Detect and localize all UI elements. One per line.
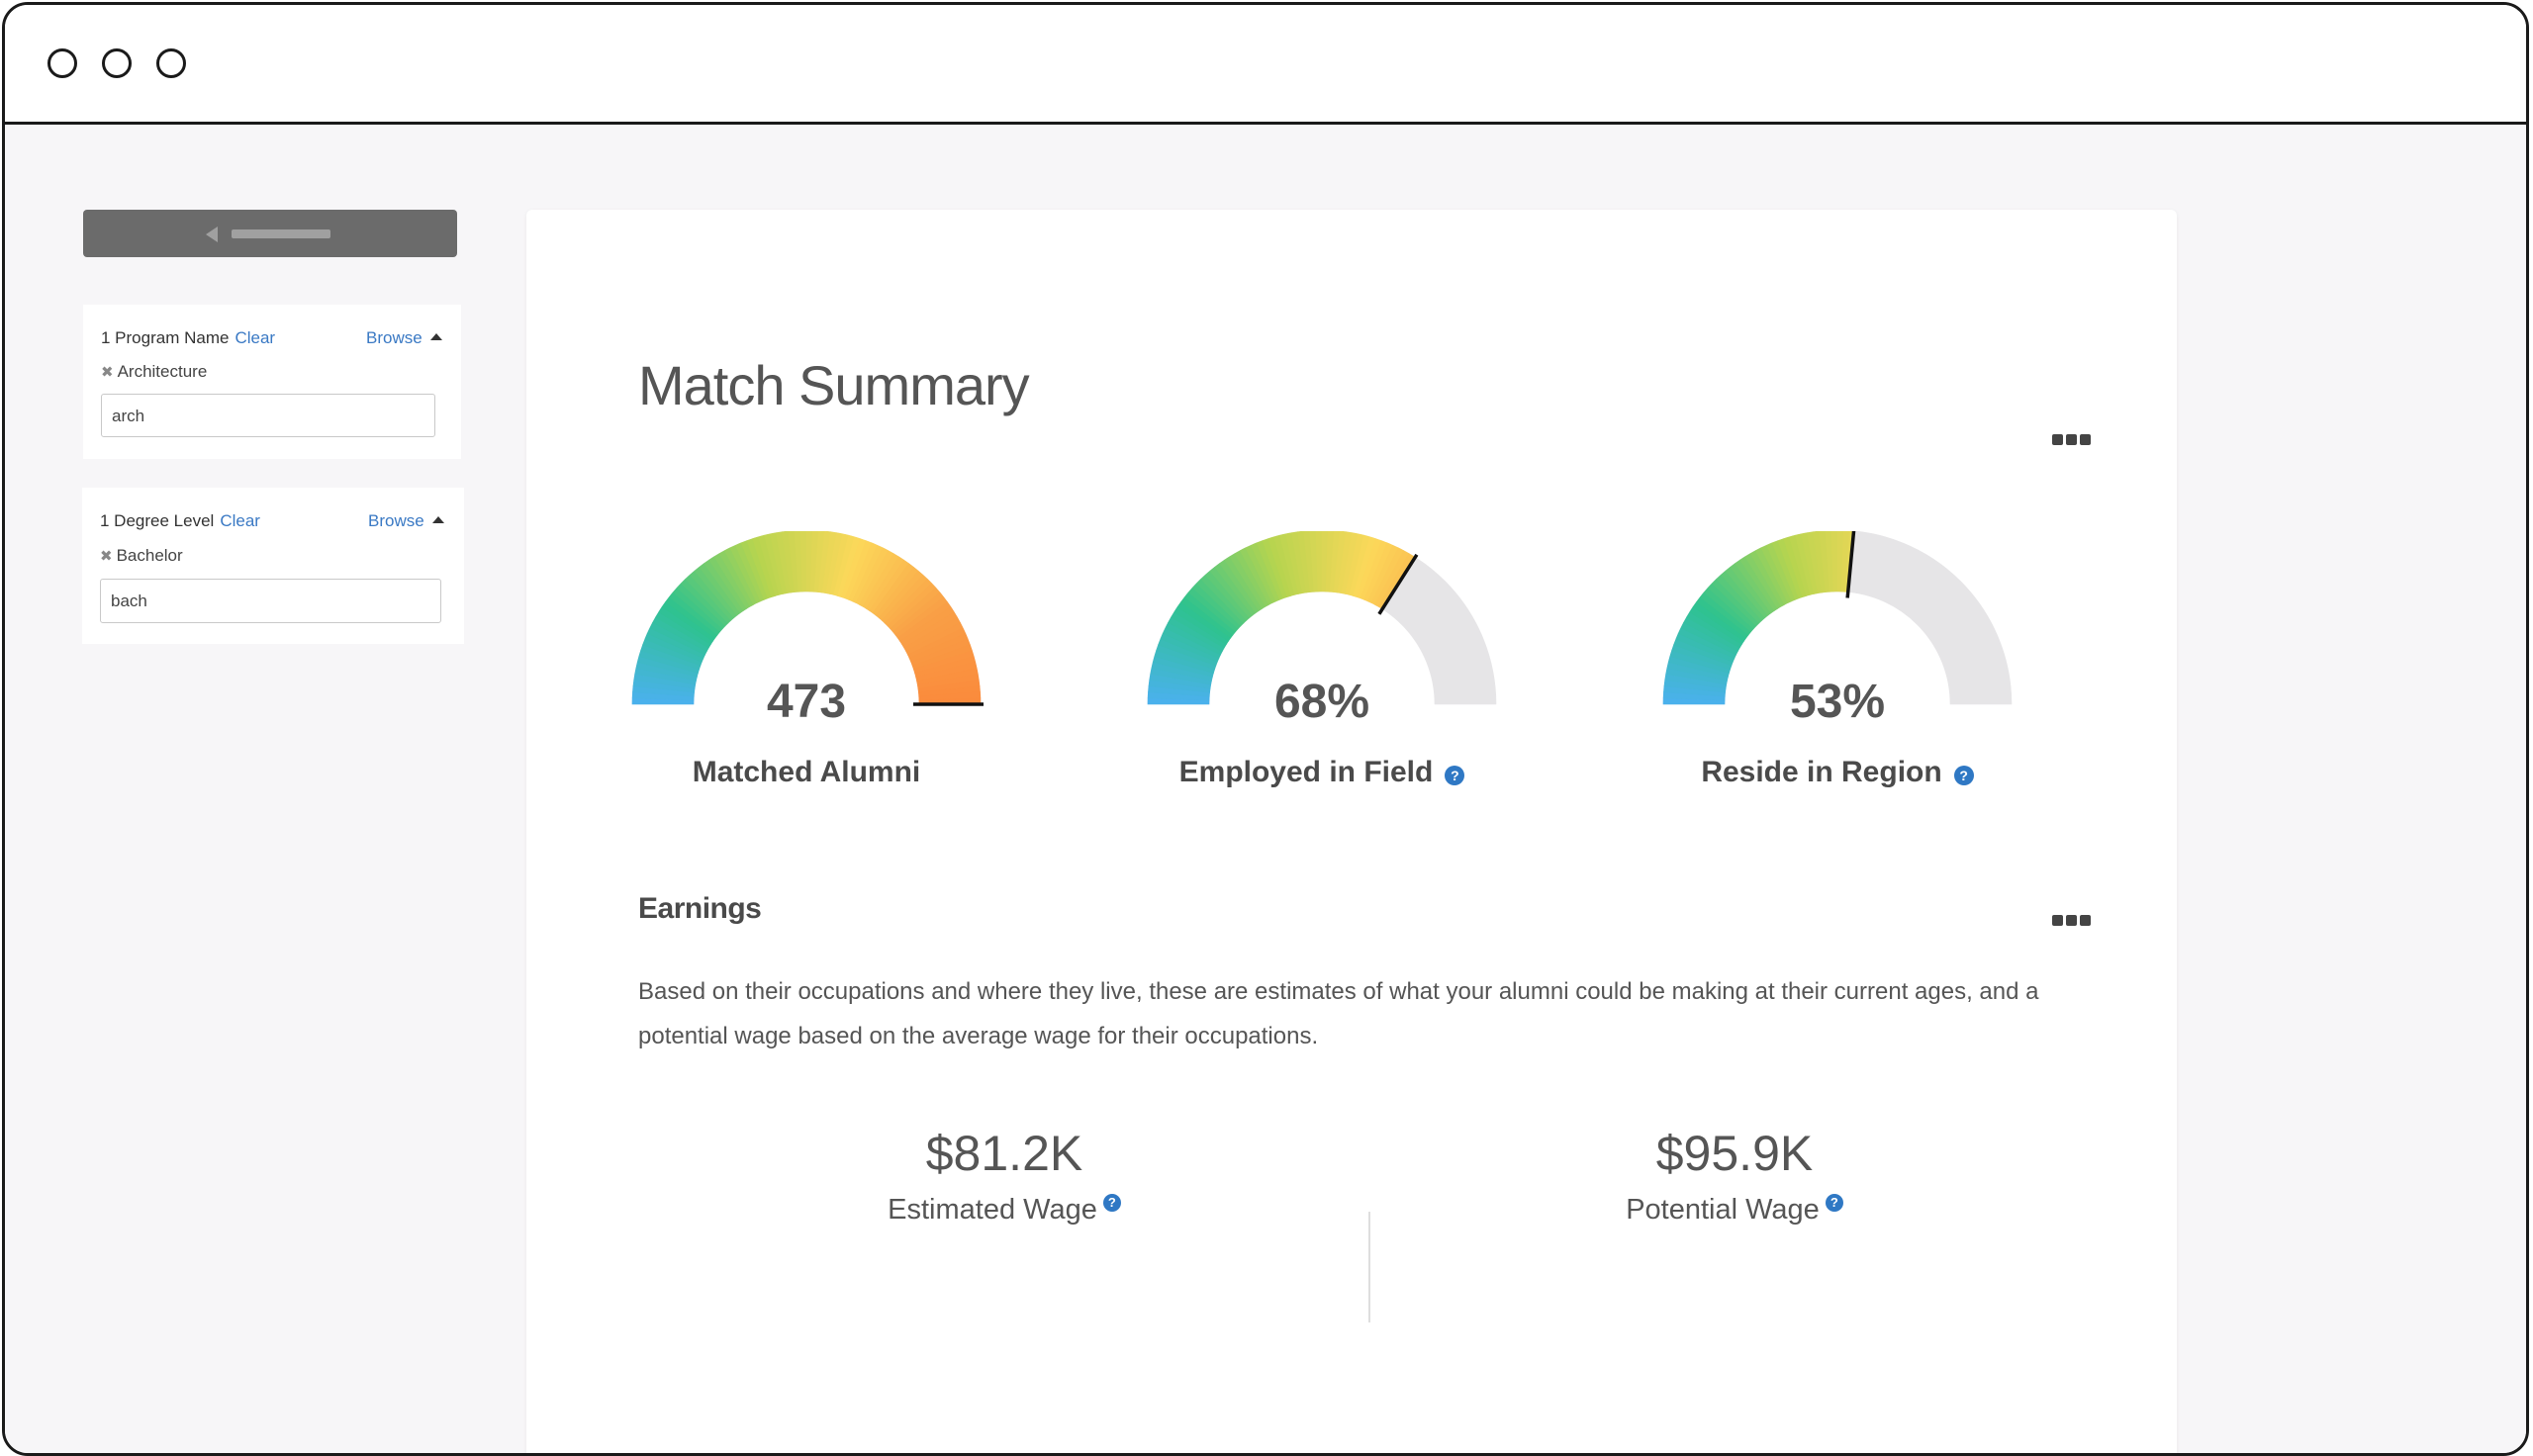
gauge-marker [1377, 553, 1419, 615]
estimated-wage-amount: $81.2K [925, 1126, 1083, 1181]
gauge-label: Employed in Field? [1094, 756, 1549, 789]
remove-icon[interactable]: ✖ [101, 364, 114, 381]
browse-label: Browse [368, 511, 424, 530]
estimated-wage-label-text: Estimated Wage [888, 1194, 1097, 1226]
gauge-label: Matched Alumni [579, 756, 1034, 789]
gauge-value: 53% [1789, 676, 1886, 728]
gauge-value: 68% [1273, 676, 1370, 728]
gauge-reside-in-region: 53% Reside in Region? [1649, 531, 2025, 788]
potential-wage-label-text: Potential Wage [1626, 1194, 1820, 1226]
potential-wage: $95.9K Potential Wage? [1537, 1125, 1932, 1227]
gauge-matched-alumni: 473 Matched Alumni [618, 531, 994, 788]
caret-up-icon [431, 516, 444, 523]
gauge-value: 473 [766, 676, 847, 728]
gauge-arc [1662, 531, 2013, 705]
potential-wage-amount: $95.9K [1655, 1126, 1814, 1181]
page-title: Match Summary [638, 354, 1030, 416]
degree-search-input[interactable]: bach [100, 579, 441, 623]
earnings-more-options-icon[interactable] [2052, 915, 2092, 927]
program-search-input[interactable]: arch [101, 394, 435, 437]
remove-icon[interactable]: ✖ [100, 548, 113, 565]
help-icon[interactable]: ? [1102, 1194, 1121, 1212]
window-titlebar [5, 5, 2526, 125]
clear-filter-link[interactable]: Clear [235, 328, 276, 347]
gauge-label-text: Employed in Field [1178, 756, 1434, 788]
browse-link[interactable]: Browse [368, 511, 444, 531]
earnings-description: Based on their occupations and where the… [638, 978, 2039, 1049]
earnings-heading: Earnings [638, 892, 762, 925]
gauge-label-text: Matched Alumni [692, 756, 921, 788]
gauge-label-text: Reside in Region [1701, 756, 1942, 788]
degree-level-filter: 1 Degree Level Clear Browse ✖ Bachelor bac… [82, 488, 464, 644]
window-maximize-dot[interactable] [156, 48, 186, 78]
help-icon[interactable]: ? [1953, 766, 1974, 785]
caret-up-icon [429, 333, 442, 340]
estimated-wage: $81.2K Estimated Wage? [806, 1125, 1202, 1227]
gauge-label: Reside in Region? [1610, 756, 2065, 789]
back-button-placeholder [232, 229, 330, 238]
selected-chip: ✖ Bachelor [100, 546, 183, 566]
selected-chip: ✖ Architecture [101, 362, 207, 382]
gauge-employed-in-field: 68% Employed in Field? [1134, 531, 1510, 788]
clear-filter-link[interactable]: Clear [220, 511, 260, 530]
window-minimize-dot[interactable] [102, 48, 132, 78]
browse-label: Browse [366, 328, 422, 347]
more-options-icon[interactable] [2052, 434, 2092, 446]
back-arrow-icon [206, 227, 218, 242]
program-name-filter: 1 Program Name Clear Browse ✖ Architecture… [83, 305, 461, 459]
back-button[interactable] [83, 210, 457, 257]
help-icon[interactable]: ? [1825, 1194, 1843, 1212]
help-icon[interactable]: ? [1445, 766, 1465, 785]
filter-heading-label: 1 Degree Level [100, 511, 215, 530]
match-summary-panel: Match Summary 473 Matched Alumni 68% Emp… [526, 210, 2177, 1453]
window-close-dot[interactable] [47, 48, 77, 78]
filter-heading-label: 1 Program Name [101, 328, 230, 347]
chip-label: Architecture [117, 362, 208, 381]
app-content: 1 Program Name Clear Browse ✖ Architecture… [5, 125, 2526, 1453]
chip-label: Bachelor [116, 546, 183, 565]
gauge-arc [631, 531, 984, 706]
potential-wage-label: Potential Wage? [1537, 1194, 1932, 1227]
gauge-marker [1845, 531, 1856, 598]
filter-heading: 1 Program Name Clear [101, 328, 275, 348]
browse-link[interactable]: Browse [366, 328, 442, 348]
gauge-arc [1147, 531, 1497, 705]
wage-divider [1368, 1212, 1370, 1322]
estimated-wage-label: Estimated Wage? [806, 1194, 1202, 1227]
filter-heading: 1 Degree Level Clear [100, 511, 260, 531]
